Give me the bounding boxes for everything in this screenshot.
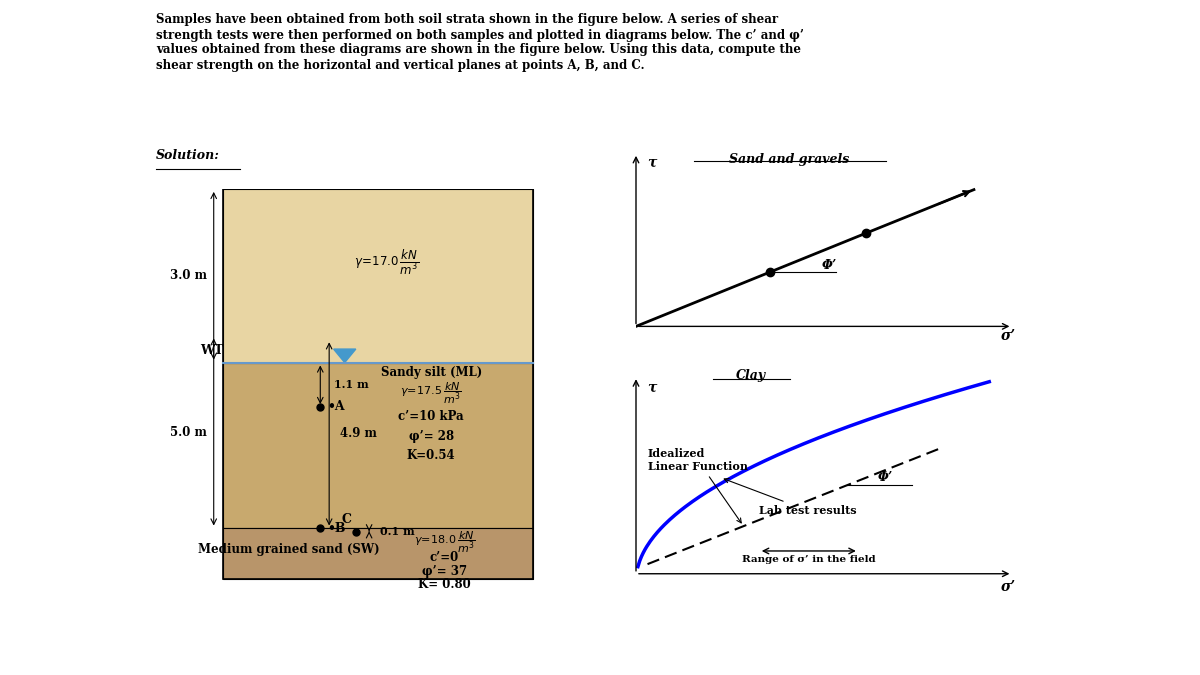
Text: Medium grained sand (SW): Medium grained sand (SW) bbox=[198, 543, 380, 556]
Text: 1.1 m: 1.1 m bbox=[334, 379, 368, 390]
Text: WT: WT bbox=[200, 344, 223, 357]
Text: K=0.54: K=0.54 bbox=[407, 449, 456, 462]
Text: Samples have been obtained from both soil strata shown in the figure below. A se: Samples have been obtained from both soi… bbox=[156, 14, 804, 72]
Text: Sandy silt (ML): Sandy silt (ML) bbox=[380, 366, 482, 379]
Text: 4.9 m: 4.9 m bbox=[341, 427, 377, 440]
Text: •A: •A bbox=[326, 400, 344, 413]
Text: c’=10 kPa: c’=10 kPa bbox=[398, 410, 464, 423]
Text: φ’= 28: φ’= 28 bbox=[409, 430, 454, 443]
Polygon shape bbox=[334, 349, 356, 362]
Text: σ’: σ’ bbox=[1001, 580, 1016, 595]
Text: φ’= 37: φ’= 37 bbox=[422, 565, 467, 578]
Text: $\gamma\!=\!17.0\,\dfrac{kN}{m^3}$: $\gamma\!=\!17.0\,\dfrac{kN}{m^3}$ bbox=[354, 248, 420, 277]
Bar bbox=[223, 189, 534, 362]
Bar bbox=[223, 189, 534, 578]
Text: Φ’: Φ’ bbox=[878, 470, 893, 483]
Text: τ: τ bbox=[648, 381, 656, 394]
Text: C: C bbox=[342, 512, 352, 526]
Bar bbox=[223, 362, 534, 529]
Text: Lab test results: Lab test results bbox=[725, 479, 857, 516]
Text: 3.0 m: 3.0 m bbox=[170, 269, 208, 282]
Text: 0.1 m: 0.1 m bbox=[380, 526, 415, 537]
Text: c’=0: c’=0 bbox=[430, 551, 460, 564]
Bar bbox=[223, 529, 534, 578]
Text: Clay: Clay bbox=[736, 369, 767, 382]
Text: τ: τ bbox=[648, 155, 656, 169]
Text: Idealized
Linear Function: Idealized Linear Function bbox=[648, 448, 748, 523]
Text: 5.0 m: 5.0 m bbox=[170, 425, 208, 439]
Text: $\gamma\!=\!18.0\,\dfrac{kN}{m^3}$: $\gamma\!=\!18.0\,\dfrac{kN}{m^3}$ bbox=[414, 529, 475, 555]
Text: $\gamma\!=\!17.5\,\dfrac{kN}{m^3}$: $\gamma\!=\!17.5\,\dfrac{kN}{m^3}$ bbox=[401, 381, 462, 406]
Text: •B: •B bbox=[326, 522, 346, 535]
Text: Sand and gravels: Sand and gravels bbox=[730, 153, 850, 166]
Text: Φ’: Φ’ bbox=[822, 259, 838, 271]
Text: K= 0.80: K= 0.80 bbox=[419, 578, 470, 591]
Text: Range of σ’ in the field: Range of σ’ in the field bbox=[742, 556, 876, 564]
Text: σ’: σ’ bbox=[1001, 329, 1016, 343]
Text: Solution:: Solution: bbox=[156, 148, 220, 162]
